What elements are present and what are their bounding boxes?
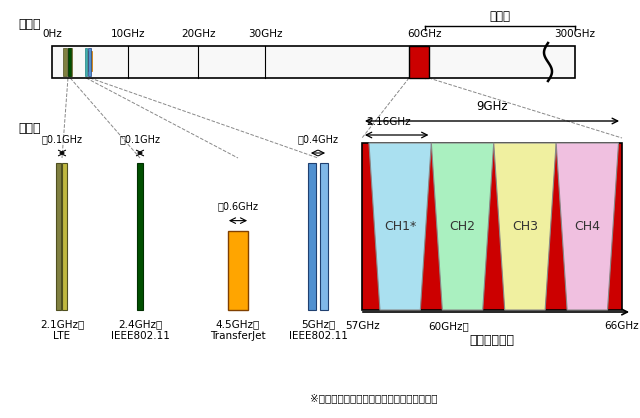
Text: ※　電波法の改正により免許不要で利用可能: ※ 電波法の改正により免許不要で利用可能 bbox=[310, 393, 438, 403]
Text: 60GHz帯: 60GHz帯 bbox=[428, 321, 469, 331]
Text: IEEE802.11: IEEE802.11 bbox=[289, 331, 348, 341]
Text: IEEE802.11: IEEE802.11 bbox=[111, 331, 170, 341]
Text: 約0.1GHz: 約0.1GHz bbox=[42, 134, 83, 144]
Text: 2.16GHz: 2.16GHz bbox=[366, 117, 411, 127]
Text: 66GHz: 66GHz bbox=[605, 321, 639, 331]
Bar bbox=[88, 48, 91, 76]
Text: 20GHz: 20GHz bbox=[180, 29, 215, 39]
Text: 約0.4GHz: 約0.4GHz bbox=[298, 134, 339, 144]
Text: 2.1GHz帯: 2.1GHz帯 bbox=[40, 319, 84, 329]
Text: 2.4GHz帯: 2.4GHz帯 bbox=[118, 319, 162, 329]
Bar bbox=[228, 231, 248, 310]
Bar bbox=[85, 48, 87, 76]
Polygon shape bbox=[431, 143, 493, 310]
Text: 300GHz: 300GHz bbox=[554, 29, 595, 39]
Text: CH1*: CH1* bbox=[384, 220, 416, 233]
Text: ミリ波: ミリ波 bbox=[490, 10, 511, 23]
Text: 10GHz: 10GHz bbox=[111, 29, 145, 39]
Text: 約0.6GHz: 約0.6GHz bbox=[218, 201, 259, 212]
Text: CH2: CH2 bbox=[449, 220, 476, 233]
Text: 0Hz: 0Hz bbox=[42, 29, 62, 39]
Bar bbox=[63, 48, 67, 76]
Text: 無線システム: 無線システム bbox=[470, 334, 515, 347]
Bar bbox=[56, 163, 61, 310]
Bar bbox=[137, 163, 143, 310]
Text: 57GHz: 57GHz bbox=[345, 321, 380, 331]
Polygon shape bbox=[556, 143, 618, 310]
Bar bbox=[362, 143, 622, 310]
Bar bbox=[88, 51, 92, 71]
Polygon shape bbox=[369, 143, 431, 310]
Text: 30GHz: 30GHz bbox=[248, 29, 282, 39]
Text: 帯域幅: 帯域幅 bbox=[18, 122, 40, 135]
Bar bbox=[52, 46, 575, 78]
Text: CH3: CH3 bbox=[512, 220, 538, 233]
Bar bbox=[320, 163, 328, 310]
Bar bbox=[68, 48, 72, 76]
Text: CH4: CH4 bbox=[574, 220, 600, 233]
Text: 4.5GHz帯: 4.5GHz帯 bbox=[216, 319, 260, 329]
Bar bbox=[62, 163, 67, 310]
Text: TransferJet: TransferJet bbox=[210, 331, 266, 341]
Bar bbox=[409, 46, 429, 78]
Bar bbox=[68, 48, 71, 76]
Text: 周波数: 周波数 bbox=[18, 18, 40, 31]
Text: 約0.1GHz: 約0.1GHz bbox=[120, 134, 161, 144]
Text: 9GHz: 9GHz bbox=[476, 100, 508, 113]
Text: 5GHz帯: 5GHz帯 bbox=[301, 319, 335, 329]
Text: 60GHz: 60GHz bbox=[408, 29, 442, 39]
Bar bbox=[308, 163, 316, 310]
Polygon shape bbox=[493, 143, 556, 310]
Text: LTE: LTE bbox=[53, 331, 70, 341]
